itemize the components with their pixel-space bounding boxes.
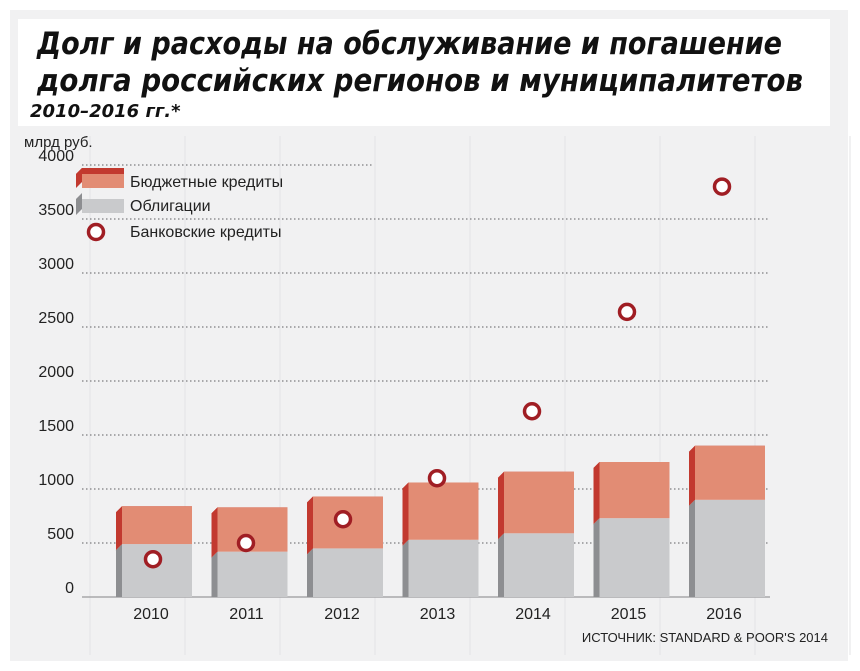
y-tick-label: 3000 (38, 256, 74, 273)
bank-credit-point (333, 509, 353, 529)
bar-group-2014 (498, 471, 574, 597)
bank-credit-point (236, 533, 256, 553)
bar-bonds-side (116, 544, 122, 597)
chart-title-line2: долга российских регионов и муниципалите… (36, 63, 803, 99)
bar-bonds (599, 518, 670, 597)
x-tick-label: 2014 (515, 606, 551, 623)
bank-credit-point (617, 302, 637, 322)
bar-budget (408, 482, 479, 540)
legend-swatch-bonds-side (76, 193, 82, 215)
bar-bonds-side (498, 533, 504, 597)
x-tick-label: 2015 (611, 606, 647, 623)
legend-item-budget: Бюджетные кредиты (76, 168, 283, 191)
x-tick-label: 2011 (229, 606, 264, 623)
bar-budget-side (593, 462, 600, 525)
bar-budget-side (307, 496, 313, 555)
x-tick-label: 2010 (133, 606, 169, 623)
y-tick-label: 2500 (38, 310, 74, 327)
bank-credit-point (143, 549, 163, 569)
bar-bonds-side (689, 499, 695, 597)
bar-group-2015 (593, 462, 670, 597)
bar-group-2013 (402, 482, 479, 597)
y-axis-label: млрд руб. (24, 134, 93, 151)
bar-bonds (504, 533, 574, 597)
bar-bonds (408, 539, 479, 597)
chart-subtitle: 2010–2016 гг.* (30, 101, 181, 122)
chart-title-line1: Долг и расходы на обслуживание и погашен… (36, 26, 782, 62)
source-note: ИСТОЧНИК: STANDARD & POOR'S 2014 (582, 630, 828, 645)
bar-bonds-side (593, 518, 600, 597)
legend-label-budget: Бюджетные кредиты (130, 174, 283, 191)
bar-group-2016 (689, 445, 765, 597)
bar-budget-side (211, 507, 218, 558)
y-tick-label: 2000 (38, 364, 74, 381)
bar-budget-side (689, 445, 695, 506)
y-tick-label: 1000 (38, 472, 74, 489)
x-tick-label: 2016 (706, 606, 742, 623)
x-axis-ticks: 2010 2011 2012 2013 2014 2015 2016 (133, 606, 742, 623)
legend-marker-bank (86, 222, 106, 242)
legend-item-bonds: Облигации (76, 193, 211, 215)
y-tick-label: 1500 (38, 418, 74, 435)
y-tick-label: 3500 (38, 202, 74, 219)
bar-budget-side (116, 506, 122, 551)
bar-budget (599, 462, 670, 519)
legend-swatch-bonds (82, 199, 124, 213)
bank-credit-markers (143, 177, 732, 569)
y-axis-ticks: 0 500 1000 1500 2000 2500 3000 3500 4000 (38, 148, 74, 597)
bar-bonds (217, 551, 288, 597)
legend-label-bonds: Облигации (130, 198, 211, 215)
x-tick-label: 2013 (420, 606, 456, 623)
legend-swatch-budget-top (76, 168, 124, 174)
bar-budget-side (498, 471, 504, 540)
bank-credit-point (712, 177, 732, 196)
y-tick-label: 4000 (38, 148, 74, 165)
title-box (18, 19, 830, 126)
bar-bonds (313, 548, 383, 597)
legend: Бюджетные кредиты Облигации Банковские к… (76, 168, 283, 242)
bar-bonds (695, 499, 765, 597)
bar-group-2010 (116, 506, 192, 597)
bar-bonds-side (402, 539, 409, 597)
bank-credit-point (522, 401, 542, 421)
y-tick-label: 500 (47, 526, 74, 543)
bar-budget-side (402, 482, 409, 546)
bar-bonds-side (307, 548, 313, 597)
bar-budget (122, 506, 192, 545)
bar-group-2011 (211, 507, 288, 597)
legend-item-bank: Банковские кредиты (86, 222, 281, 242)
x-tick-label: 2012 (324, 606, 360, 623)
bar-budget (695, 445, 765, 500)
y-tick-label: 0 (65, 580, 74, 597)
bar-budget (504, 471, 574, 534)
bank-credit-point (427, 468, 447, 488)
legend-swatch-budget (82, 174, 124, 188)
bar-bonds-side (211, 551, 218, 597)
bars (116, 445, 765, 597)
legend-label-bank: Банковские кредиты (130, 224, 281, 241)
